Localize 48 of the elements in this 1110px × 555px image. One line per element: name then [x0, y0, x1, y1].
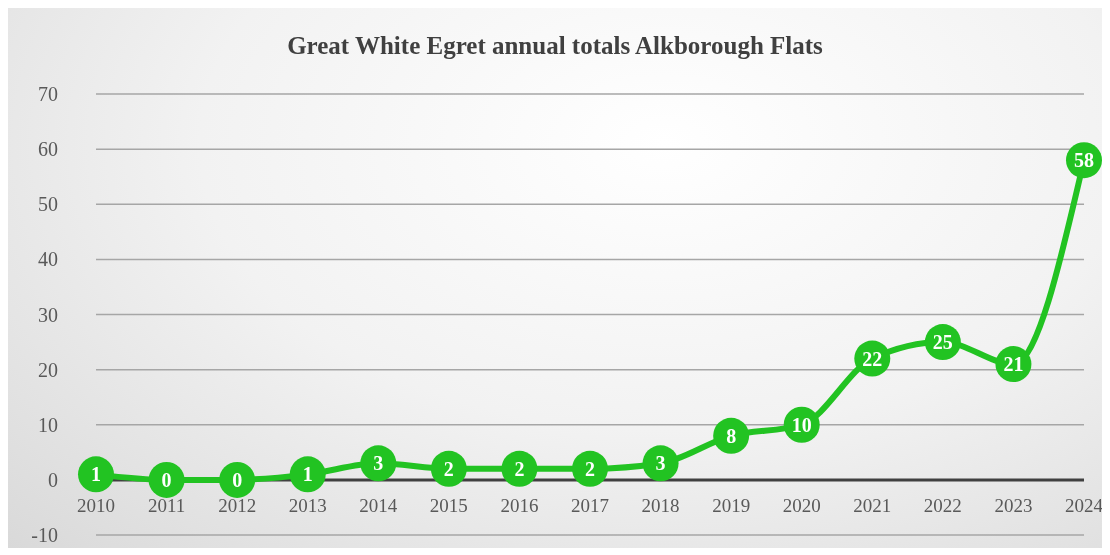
data-label: 8: [726, 424, 737, 447]
x-tick-label: 2018: [641, 494, 680, 516]
data-label: 10: [791, 413, 812, 436]
data-label: 2: [514, 457, 525, 480]
y-tick-label: 20: [38, 358, 58, 381]
data-label: 2: [585, 457, 595, 480]
chart-title: Great White Egret annual totals Alkborough Flats: [286, 32, 824, 60]
point: [360, 445, 397, 482]
y-tick-label: 40: [38, 248, 58, 271]
x-tick-label: 2012: [218, 494, 257, 516]
data-label: 1: [302, 463, 313, 486]
data-label: 2: [443, 457, 454, 480]
x-tick-label: 2022: [923, 494, 962, 516]
point: [430, 450, 467, 487]
x-tick-label: 2011: [147, 494, 186, 516]
data-label: 0: [161, 468, 172, 491]
point: [78, 456, 114, 493]
data-label: 58: [1074, 149, 1094, 172]
data-label: 25: [932, 331, 953, 354]
data-label: 3: [655, 452, 666, 475]
x-tick-label: 2023: [994, 494, 1033, 516]
point: [501, 450, 538, 487]
x-tick-label: 2014: [359, 494, 398, 516]
x-tick-label: 2020: [782, 494, 821, 516]
x-tick-label: 2015: [429, 494, 468, 516]
point: [219, 461, 256, 498]
data-label: 1: [91, 463, 101, 486]
x-tick-label: 2017: [571, 494, 609, 516]
data-label: 0: [232, 468, 243, 491]
y-tick-label: 50: [38, 193, 58, 216]
x-tick-label: 2021: [853, 494, 892, 516]
data-label: 21: [1003, 353, 1024, 376]
data-label: 22: [862, 347, 883, 370]
y-tick-label: 0: [48, 468, 58, 491]
y-tick-label: 30: [38, 303, 58, 326]
x-tick-label: 2019: [712, 494, 751, 516]
x-tick-label: 2016: [500, 494, 539, 516]
point: [572, 450, 608, 487]
point: [642, 445, 679, 482]
data-label: 3: [373, 452, 384, 475]
x-tick-label: 2024: [1065, 494, 1104, 516]
y-tick-label: 10: [38, 413, 58, 436]
y-tick-label: -10: [31, 524, 58, 547]
x-tick-label: 2013: [288, 494, 327, 516]
y-tick-label: 60: [38, 138, 58, 161]
x-tick-label: 2010: [77, 494, 115, 516]
y-tick-label: 70: [38, 83, 58, 106]
point: [289, 456, 326, 493]
